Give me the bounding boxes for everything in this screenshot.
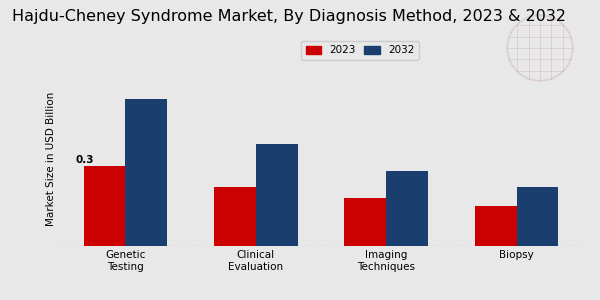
Bar: [84, 166, 125, 246]
Bar: [386, 171, 428, 246]
Text: Hajdu-Cheney Syndrome Market, By Diagnosis Method, 2023 & 2032: Hajdu-Cheney Syndrome Market, By Diagnos…: [12, 9, 566, 24]
Bar: [256, 144, 298, 246]
Bar: [125, 99, 167, 246]
Bar: [344, 198, 386, 246]
Bar: [214, 187, 256, 246]
Legend: 2023, 2032: 2023, 2032: [301, 41, 419, 59]
Text: 0.3: 0.3: [76, 155, 94, 165]
Bar: [517, 187, 558, 246]
Y-axis label: Market Size in USD Billion: Market Size in USD Billion: [46, 92, 56, 226]
Bar: [475, 206, 517, 246]
